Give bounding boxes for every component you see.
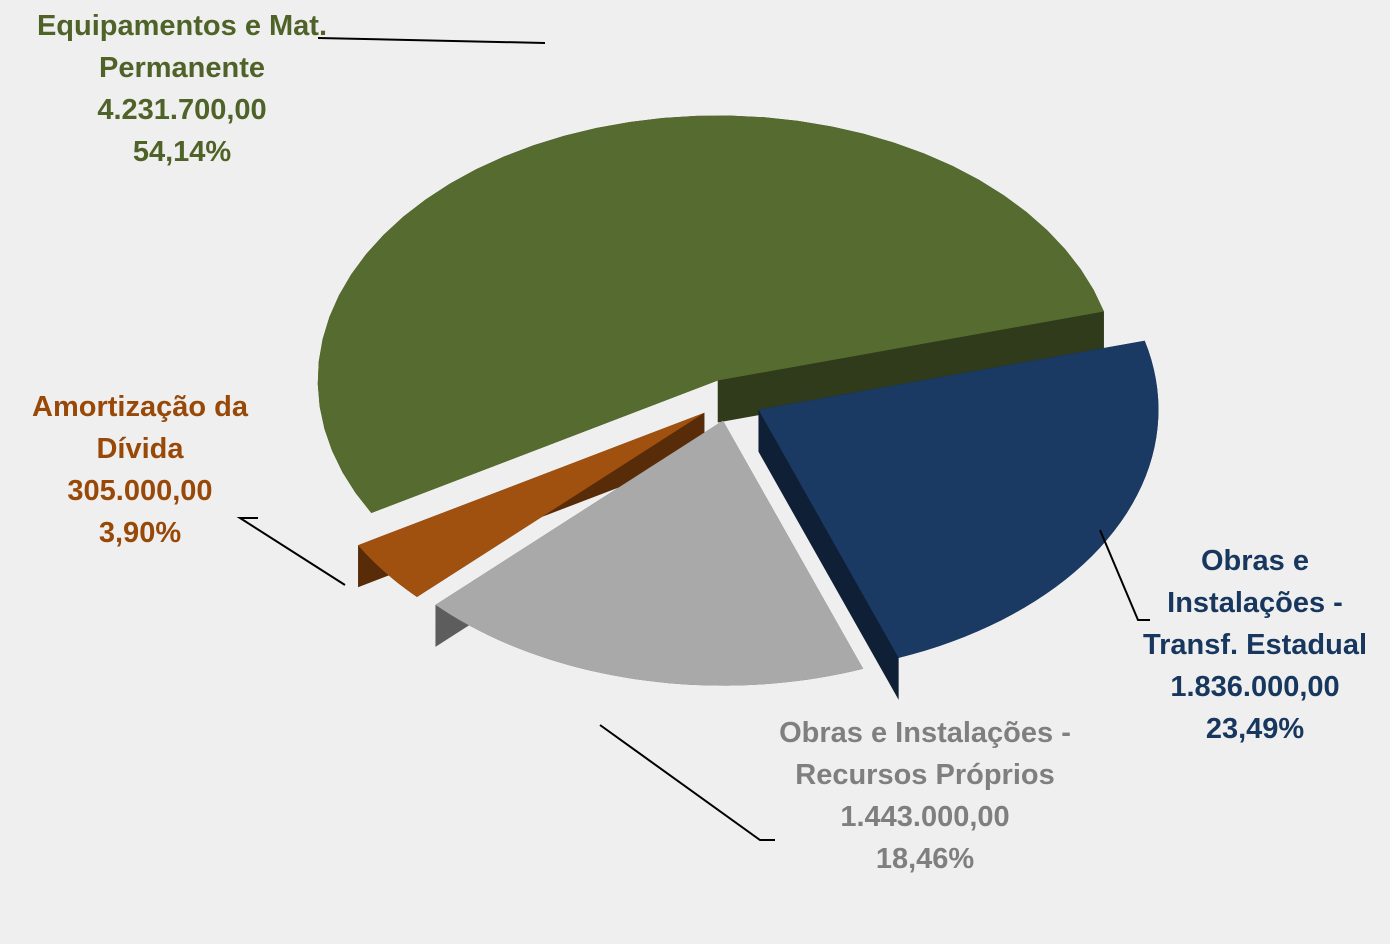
value-label: 23,49% <box>1120 708 1390 750</box>
value-label: 18,46% <box>760 838 1090 880</box>
category-label: Obras e Instalações - Recursos Próprios <box>760 712 1090 796</box>
value-label: 305.000,00 <box>0 470 285 512</box>
value-label: 3,90% <box>0 512 285 554</box>
value-label: 1.836.000,00 <box>1120 666 1390 708</box>
page: Equipamentos e Mat. Permanente4.231.700,… <box>0 0 1390 944</box>
value-label: 4.231.700,00 <box>22 89 342 131</box>
leader-line <box>600 725 775 840</box>
category-label: Obras e Instalações - Transf. Estadual <box>1120 540 1390 666</box>
category-label: Equipamentos e Mat. Permanente <box>22 5 342 89</box>
value-label: 54,14% <box>22 131 342 173</box>
value-label: 1.443.000,00 <box>760 796 1090 838</box>
slices <box>318 116 1159 728</box>
category-label: Amortização da Dívida <box>0 386 285 470</box>
leader-line <box>318 38 545 43</box>
